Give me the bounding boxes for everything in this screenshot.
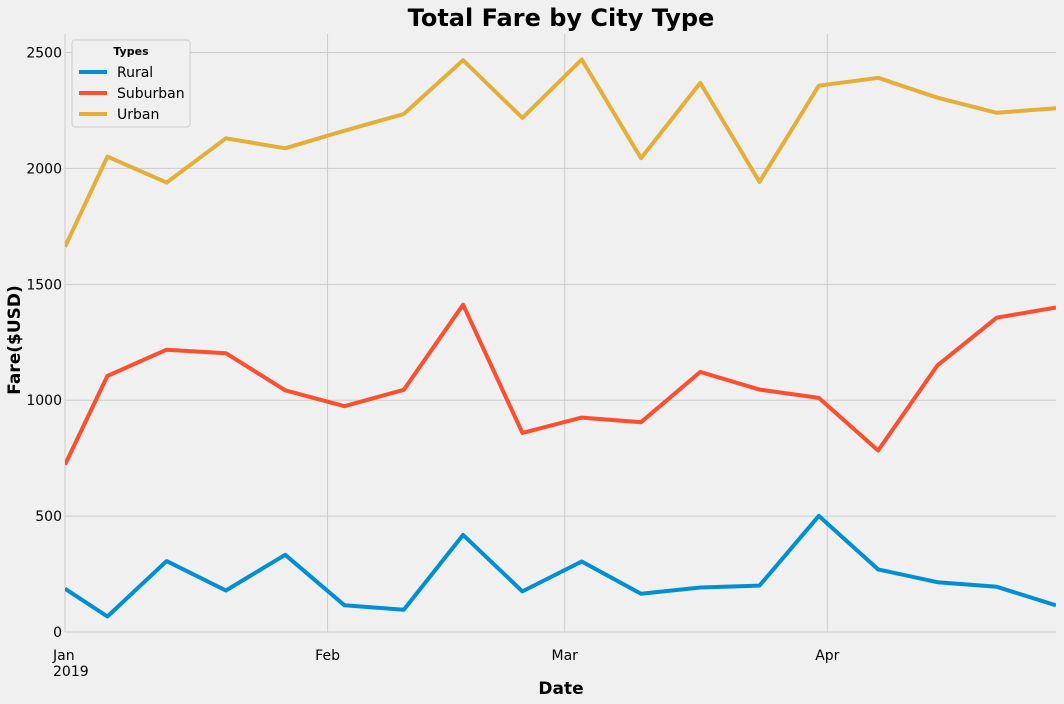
y-tick-label: 2000 bbox=[26, 161, 62, 177]
y-tick-label: 500 bbox=[35, 509, 62, 525]
legend: Types Rural Suburban Urban bbox=[71, 39, 191, 128]
legend-label-urban: Urban bbox=[117, 107, 159, 123]
series-lines bbox=[65, 57, 1056, 619]
x-tick-label: Mar bbox=[552, 648, 579, 664]
y-axis-label: Fare($USD) bbox=[5, 285, 25, 395]
legend-items: Rural Suburban Urban bbox=[79, 65, 185, 123]
y-tick-label: 1500 bbox=[26, 277, 62, 293]
x-axis-label: Date bbox=[538, 679, 583, 699]
series-line-suburban bbox=[65, 302, 1056, 466]
x-tick-label: Feb bbox=[315, 648, 340, 664]
x-tick-label: Jan bbox=[52, 648, 75, 664]
x-tick-label: Apr bbox=[815, 648, 839, 664]
series-line-rural bbox=[65, 513, 1056, 619]
legend-title: Types bbox=[113, 45, 149, 58]
legend-label-suburban: Suburban bbox=[117, 86, 185, 102]
y-tick-label: 2500 bbox=[26, 46, 62, 62]
legend-box bbox=[71, 39, 191, 128]
legend-label-rural: Rural bbox=[117, 65, 153, 81]
y-tick-label: 0 bbox=[53, 625, 62, 641]
chart-title: Total Fare by City Type bbox=[408, 4, 715, 32]
series-line-urban bbox=[65, 57, 1056, 248]
y-tick-label: 1000 bbox=[26, 393, 62, 409]
x-tick-sublabel: 2019 bbox=[53, 664, 89, 680]
